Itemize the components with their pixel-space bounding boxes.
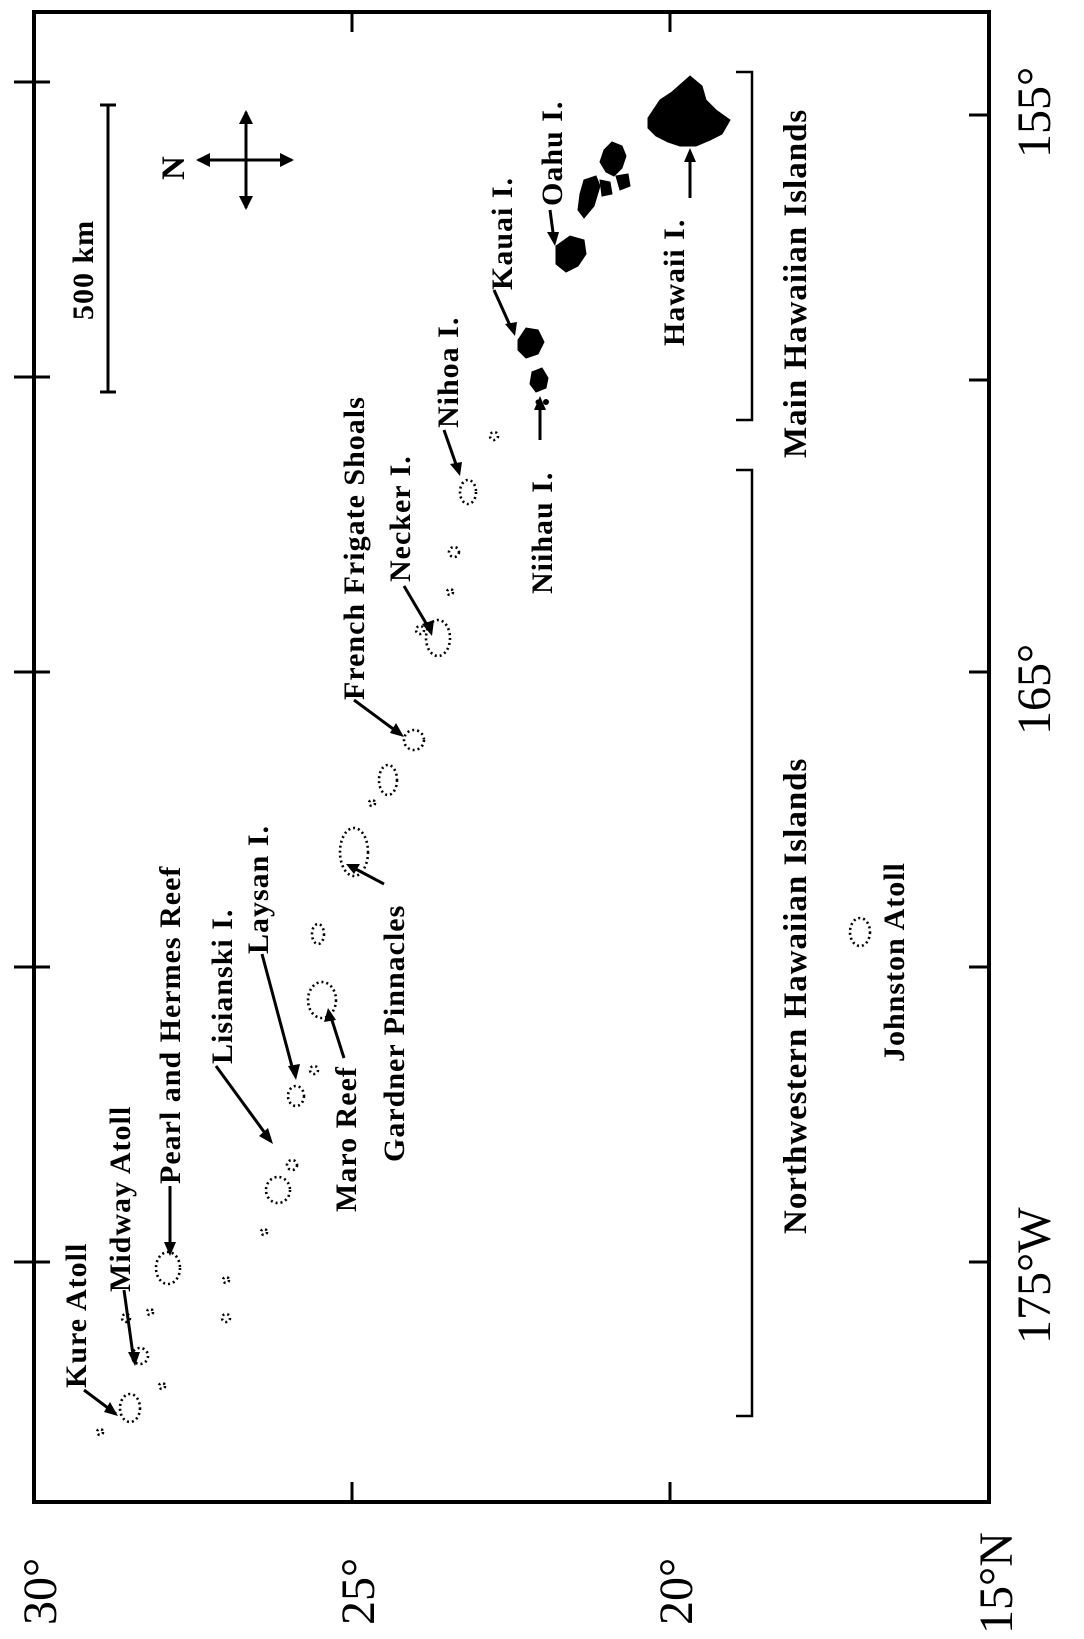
lat-label-15N: 15°N [970,1532,1023,1634]
main-islands-bracket [736,70,754,422]
label-oahu-island: Oahu I. [536,101,569,206]
gardner-pinnacles-shape [310,922,326,946]
laysan-island-shape [286,1084,306,1108]
kauai-shape [517,327,545,359]
pearl-hermes-reef-shape [154,1250,182,1286]
map-frame [32,10,991,1504]
label-nihoa-island: Nihoa I. [432,317,465,428]
midway-atoll-shape [130,1346,150,1366]
johnston-atoll-shape [848,916,872,948]
label-hawaii-island: Hawaii I. [658,219,691,346]
niihau-shape [529,367,549,393]
lat-label-25: 25° [332,1558,385,1625]
group-brackets: Main Hawaiian Islands Northwestern Hawai… [736,70,814,1418]
lat-label-30: 30° [14,1558,67,1625]
scale-bar: 500 km [67,103,116,394]
nw-islands-bracket [736,468,754,1418]
north-arrow: N [156,110,294,210]
main-islands [517,75,731,405]
label-niihau-island: Niihau I. [526,472,559,594]
kahoolawe-shape [615,173,631,191]
label-french-frigate-shoals: French Frigate Shoals [338,396,371,700]
maui-shape [599,141,627,177]
necker-island-shape [424,618,452,658]
latitude-ticks [350,12,672,1502]
label-lisianski-island: Lisianski I. [206,909,239,1064]
lon-label-175W: 175°W [1008,1207,1061,1344]
label-main-hawaiian-islands: Main Hawaiian Islands [778,109,814,458]
french-frigate-shoals-shape [402,728,426,752]
molokai-shape [577,175,601,219]
leader-arrows [83,148,696,1416]
lanai-shape [599,179,613,197]
lisianski-island-shape [264,1175,292,1205]
hawaii-island-shape [647,75,731,147]
lon-label-165: 165° [1008,644,1061,735]
label-kauai-island: Kauai I. [486,177,519,290]
label-necker-island: Necker I. [384,455,417,582]
oahu-shape [555,235,587,273]
label-kure-atoll: Kure Atoll [60,1243,93,1388]
nihoa-island-shape [458,478,478,506]
label-pearl-hermes-reef: Pearl and Hermes Reef [154,866,187,1184]
maro-reef-shape [306,980,338,1020]
label-laysan-island: Laysan I. [242,825,275,954]
label-gardner-pinnacles: Gardner Pinnacles [378,905,411,1162]
label-johnston-atoll: Johnston Atoll [878,862,911,1062]
label-midway-atoll: Midway Atoll [104,1106,137,1292]
label-northwestern-hawaiian-islands: Northwestern Hawaiian Islands [778,758,814,1234]
kure-atoll-shape [118,1392,142,1424]
longitude-ticks [14,80,989,1264]
label-maro-reef: Maro Reef [330,1066,363,1212]
scale-bar-label: 500 km [67,220,100,320]
lon-label-155: 155° [1008,67,1061,158]
st-rogatien-bank-shape [377,763,399,797]
lat-label-20: 20° [650,1558,703,1625]
north-label: N [156,155,192,180]
island-labels: Kure Atoll Midway Atoll Pearl and Hermes… [60,101,911,1388]
nw-reefs [95,430,872,1437]
raita-bank-shape [338,826,370,878]
